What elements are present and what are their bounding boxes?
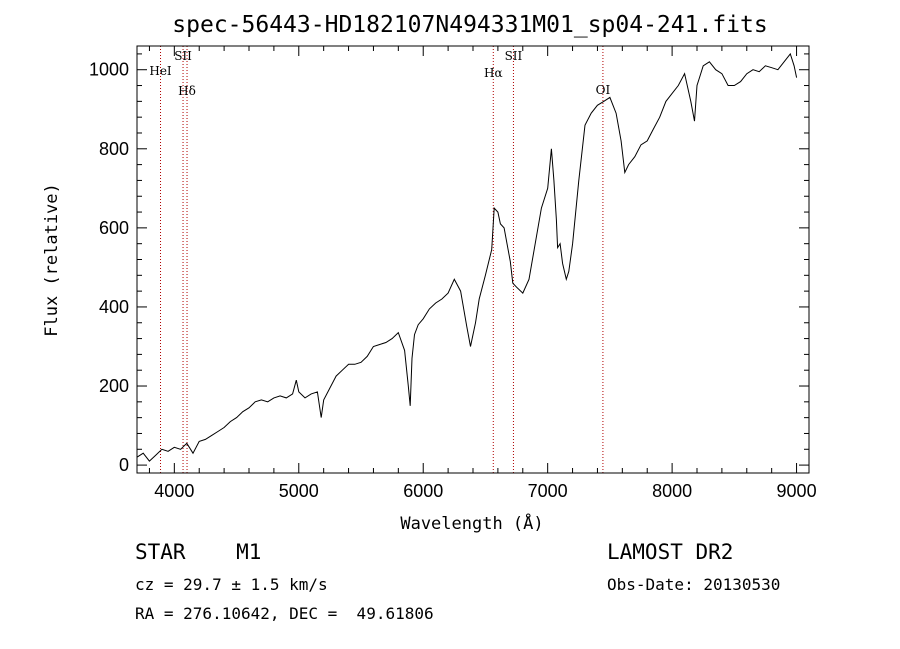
x-tick-label: 7000 xyxy=(528,481,568,501)
y-tick-label: 0 xyxy=(119,455,129,475)
x-tick-label: 8000 xyxy=(652,481,692,501)
y-tick-label: 200 xyxy=(99,376,129,396)
ra-dec-coordinates: RA = 276.10642, DEC = 49.61806 xyxy=(135,604,434,623)
chart-title: spec-56443-HD182107N494331M01_sp04-241.f… xyxy=(172,12,767,38)
y-tick-label: 800 xyxy=(99,139,129,159)
marker-label: SII xyxy=(505,49,523,63)
marker-label: Hδ xyxy=(178,84,196,98)
spectrum-series-line xyxy=(136,52,798,462)
x-tick-label: 5000 xyxy=(279,481,319,501)
object-class: STAR M1 xyxy=(135,540,262,564)
marker-label: SII xyxy=(174,49,192,63)
plot-frame xyxy=(136,45,810,474)
y-tick-label: 600 xyxy=(99,218,129,238)
y-tick-label: 400 xyxy=(99,297,129,317)
redshift-cz: cz = 29.7 ± 1.5 km/s xyxy=(135,575,328,594)
x-axis-label: Wavelength (Å) xyxy=(400,512,543,534)
x-tick-label: 4000 xyxy=(154,481,194,501)
marker-label: Hα xyxy=(484,66,503,80)
x-tick-label: 6000 xyxy=(403,481,443,501)
observation-date: Obs-Date: 20130530 xyxy=(607,575,781,594)
marker-label: HeI xyxy=(149,64,172,78)
marker-label: OI xyxy=(596,83,611,97)
survey-name: LAMOST DR2 xyxy=(607,540,734,564)
y-tick-label: 1000 xyxy=(89,60,129,80)
axis-ticks: 4000 5000 6000 7000 8000 9000 0 200 400 600 800 100… xyxy=(89,46,817,501)
x-tick-label: 9000 xyxy=(777,481,817,501)
y-axis-label: Flux (relative) xyxy=(42,183,62,337)
